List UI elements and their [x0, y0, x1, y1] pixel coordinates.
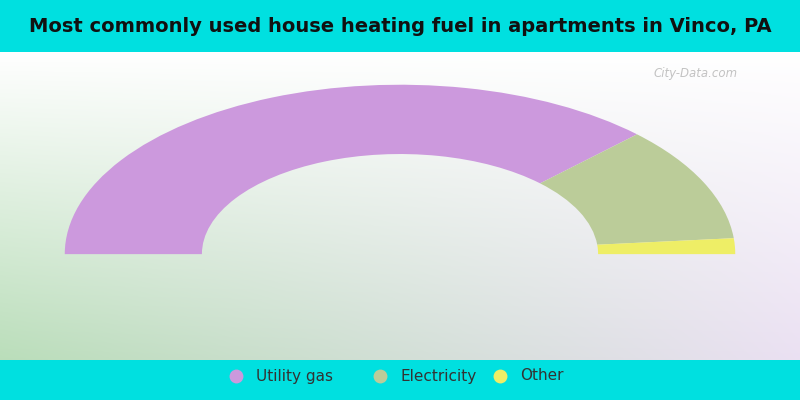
Text: Other: Other — [520, 368, 563, 384]
Text: Utility gas: Utility gas — [256, 368, 333, 384]
Wedge shape — [65, 85, 637, 254]
Wedge shape — [540, 134, 734, 245]
Text: Most commonly used house heating fuel in apartments in Vinco, PA: Most commonly used house heating fuel in… — [29, 16, 771, 36]
Text: Electricity: Electricity — [400, 368, 476, 384]
Text: City-Data.com: City-Data.com — [654, 67, 738, 80]
Wedge shape — [598, 238, 735, 254]
